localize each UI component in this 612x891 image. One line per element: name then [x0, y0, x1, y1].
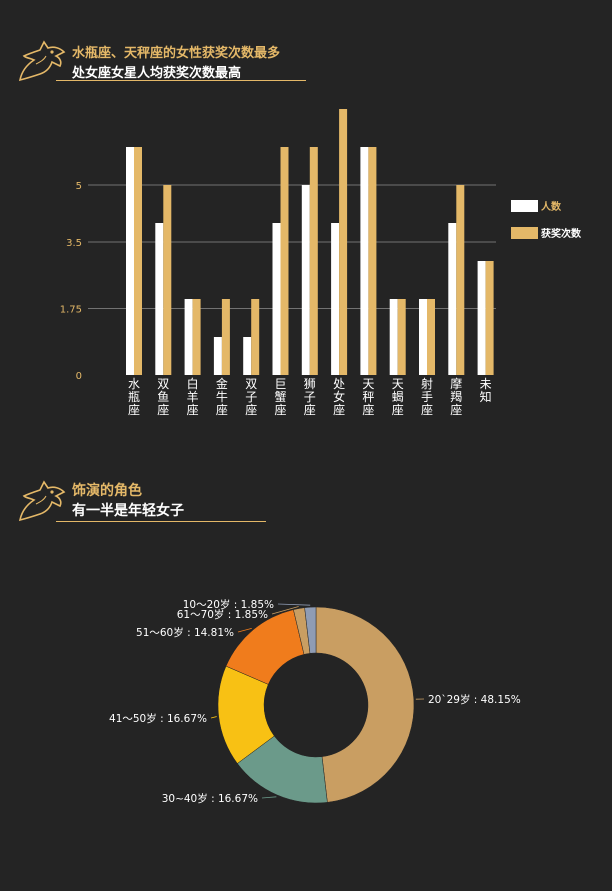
donut-label: 61～70岁 : 1.85%	[177, 608, 268, 621]
x-category-label: 秤	[362, 390, 374, 404]
legend-swatch	[511, 227, 538, 239]
x-category-label: 座	[304, 402, 316, 417]
x-category-label: 座	[421, 402, 433, 417]
donut-label: 20`29岁 : 48.15%	[428, 693, 521, 706]
x-category-label: 子	[304, 390, 316, 404]
donut-label: 51～60岁 : 14.81%	[136, 626, 234, 639]
x-category-label: 天	[362, 377, 374, 391]
donut-leader-line	[271, 606, 299, 615]
bar-awards	[280, 147, 289, 375]
section2-subtitle: 有一半是年轻女子	[72, 503, 184, 519]
x-category-label: 瓶	[128, 390, 140, 404]
donut-label: 30~40岁 : 16.67%	[162, 792, 258, 805]
section2-title: 饰演的角色	[72, 483, 142, 499]
bar-awards	[339, 109, 348, 375]
x-category-label: 天	[392, 377, 404, 391]
x-category-label: 座	[216, 402, 228, 417]
x-category-label: 座	[392, 402, 404, 417]
bar-count	[477, 261, 486, 375]
bar-count	[184, 299, 193, 375]
horse-head-logo	[18, 40, 66, 82]
horse-head-logo	[18, 480, 66, 522]
bar-count	[448, 223, 457, 375]
x-category-label: 狮	[304, 377, 316, 391]
x-category-label: 蝎	[392, 390, 404, 404]
x-category-label: 座	[450, 402, 462, 417]
x-category-label: 水	[128, 377, 140, 391]
bar-awards	[427, 299, 435, 375]
donut-label: 10～20岁 : 1.85%	[183, 598, 274, 611]
bar-awards	[221, 299, 230, 375]
bar-awards	[397, 299, 406, 375]
section1-subtitle: 处女座女星人均获奖次数最高	[72, 66, 242, 81]
bar-count	[243, 337, 252, 375]
x-category-label: 座	[362, 402, 374, 417]
donut-leader-line	[210, 716, 217, 719]
donut-leader-line	[261, 796, 277, 799]
x-category-label: 座	[333, 402, 345, 417]
bar-count	[126, 147, 134, 375]
x-category-label: 鱼	[157, 390, 169, 404]
x-category-label: 双	[157, 377, 169, 391]
bar-awards	[134, 147, 142, 375]
x-category-label: 牛	[216, 389, 228, 404]
section1-title: 水瓶座、天秤座的女性获奖次数最多	[72, 46, 281, 61]
section2-rule	[56, 521, 266, 522]
x-category-label: 摩	[450, 376, 462, 391]
bar-awards	[456, 185, 465, 375]
x-category-label: 羯	[450, 389, 462, 404]
x-category-label: 子	[245, 390, 257, 404]
donut-leader-line	[277, 603, 311, 606]
x-category-label: 处	[333, 377, 345, 391]
bar-awards	[485, 261, 494, 375]
x-category-label: 座	[274, 402, 286, 417]
bar-count	[213, 337, 222, 375]
y-tick-label: 0	[76, 371, 82, 382]
y-tick-label: 1.75	[60, 305, 82, 316]
bar-count	[272, 223, 281, 375]
donut-chart: 20`29岁 : 48.15% 30~40岁 : 16.67% 41～50岁 : 1…	[109, 598, 521, 805]
legend-swatch	[511, 200, 538, 212]
bar-count	[301, 185, 310, 375]
x-category-label: 座	[187, 402, 199, 417]
bar-awards	[163, 185, 172, 375]
y-tick-label: 3.5	[66, 238, 82, 249]
donut-label: 41～50岁 : 16.67%	[109, 712, 207, 725]
x-category-label: 座	[245, 402, 257, 417]
x-category-label: 座	[128, 402, 140, 417]
x-category-label: 未	[480, 377, 492, 391]
x-category-label: 白	[187, 376, 199, 391]
legend-label: 人数	[541, 200, 562, 213]
legend-label: 获奖次数	[540, 227, 582, 240]
bar-count	[419, 299, 427, 375]
x-category-label: 手	[421, 390, 433, 404]
section1-header: 水瓶座、天秤座的女性获奖次数最多 处女座女星人均获奖次数最高	[16, 40, 316, 82]
x-category-label: 射	[421, 376, 433, 391]
x-category-label: 金	[216, 376, 228, 391]
donut-leader-line	[237, 627, 252, 633]
section1-rule	[56, 80, 306, 81]
x-category-label: 知	[480, 390, 492, 404]
bar-count	[360, 147, 369, 375]
section2-header: 饰演的角色 有一半是年轻女子	[16, 480, 316, 524]
x-category-label: 蟹	[274, 389, 286, 404]
x-category-label: 双	[245, 377, 257, 391]
y-tick-label: 5	[76, 181, 82, 192]
bar-awards	[368, 147, 377, 375]
x-category-label: 巨	[274, 377, 286, 391]
x-category-label: 羊	[187, 389, 199, 404]
bar-count	[331, 223, 340, 375]
bar-awards	[192, 299, 201, 375]
donut-slice	[315, 606, 415, 803]
bar-awards	[309, 147, 318, 375]
bar-chart: 01.753.55水瓶座双鱼座白羊座金牛座双子座巨蟹座狮子座处女座天秤座天蝎座射…	[60, 109, 582, 417]
x-category-label: 女	[333, 389, 345, 404]
bar-awards	[251, 299, 260, 375]
bar-count	[155, 223, 164, 375]
bar-count	[389, 299, 398, 375]
x-category-label: 座	[157, 402, 169, 417]
donut-slice	[304, 606, 317, 654]
